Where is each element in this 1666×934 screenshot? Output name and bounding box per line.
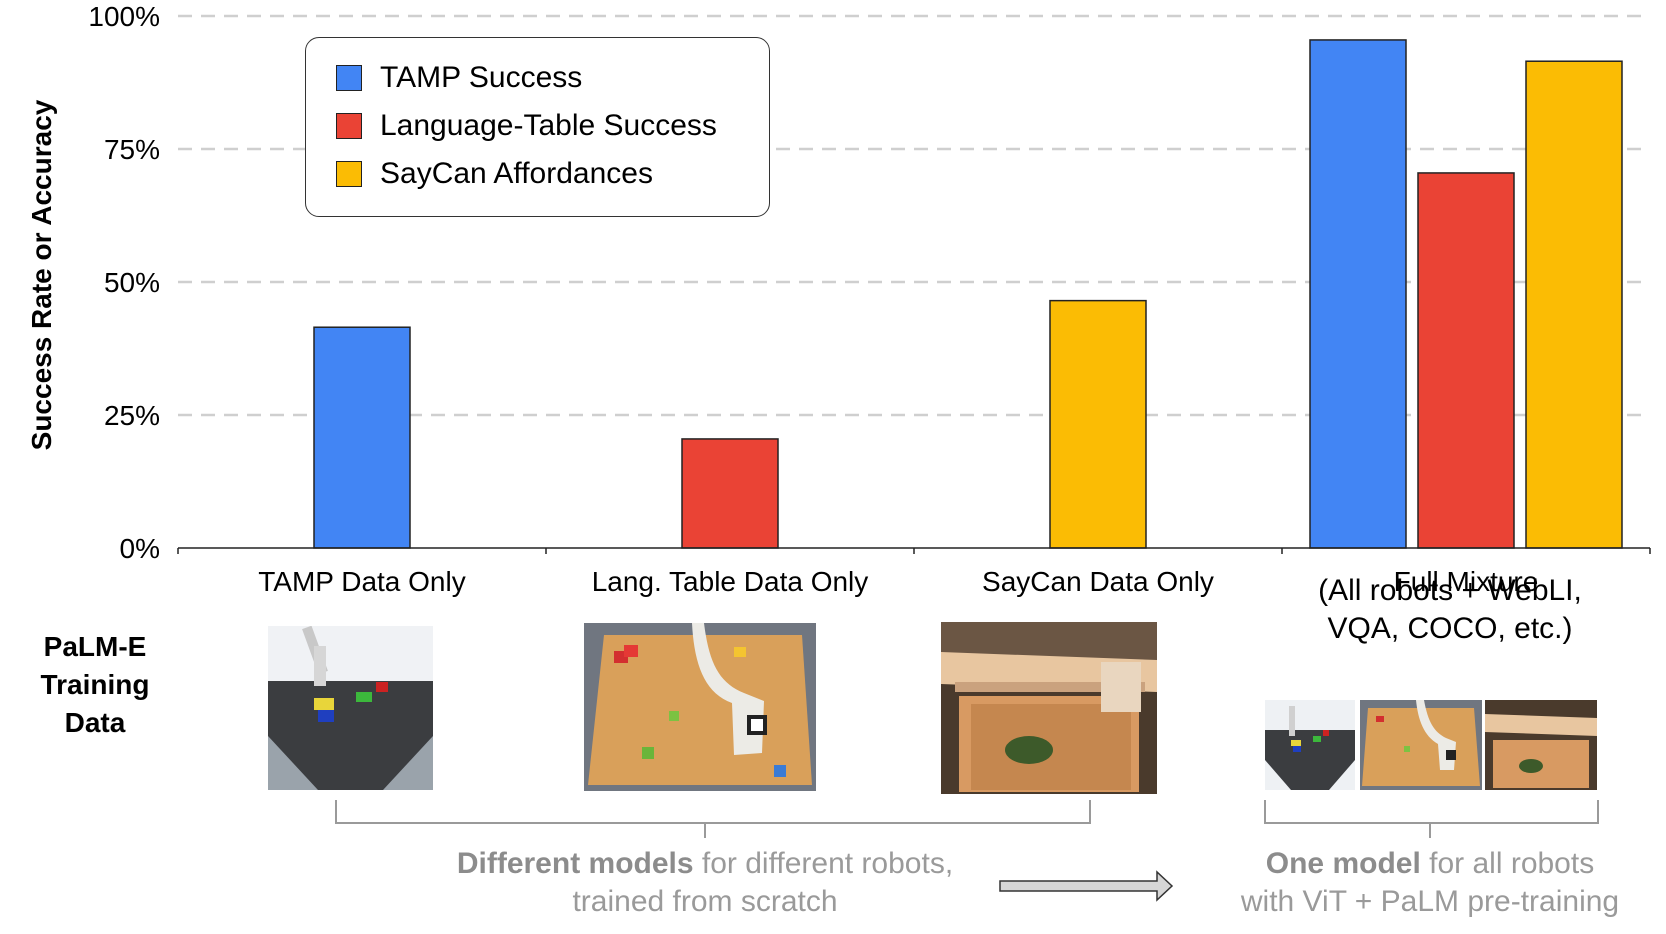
language-table-thumbnail [584, 623, 816, 791]
full-mixture-detail-line1: (All robots + WebLI, [1318, 574, 1582, 607]
left-caption-line2: trained from scratch [572, 885, 838, 918]
bars [313, 39, 1623, 549]
y-tick-label: 50% [104, 267, 160, 298]
mixture-saycan-image [1485, 714, 1597, 788]
right-caption-bold: One model [1265, 847, 1421, 880]
legend-swatch-tamp [336, 65, 362, 91]
x-tick-label: TAMP Data Only [258, 566, 465, 597]
left-caption-line1: Different models for different robots, [430, 845, 980, 883]
full-mixture-detail-line2: VQA, COCO, etc.) [1327, 612, 1573, 645]
y-tick-label: 0% [120, 533, 160, 564]
x-tick-label: Full Mixture [1394, 566, 1539, 597]
training-data-label: PaLM-E Training Data [20, 628, 170, 742]
legend-swatch-language-table [336, 113, 362, 139]
saycan-drawer-thumbnail [941, 622, 1157, 794]
mixture-language-table-thumbnail [1360, 700, 1482, 790]
left-caption-bold: Different models [456, 847, 694, 880]
x-axis: TAMP Data Only Lang. Table Data Only SayCa… [177, 547, 1651, 597]
y-tick-labels: 0% 25% 50% 75% 100% [88, 1, 160, 564]
x-tick-label: SayCan Data Only [982, 566, 1214, 597]
saycan-drawer-image [941, 622, 1157, 794]
training-data-label-line1: PaLM-E [43, 631, 147, 662]
right-caption-line1: One model for all robots [1215, 845, 1645, 883]
legend-label-language-table: Language-Table Success [380, 109, 717, 142]
training-data-label-line3: Data [64, 707, 126, 738]
left-bracket [335, 800, 1091, 838]
tamp-sim-thumbnail [268, 626, 433, 790]
bar [313, 326, 411, 549]
y-tick-label: 25% [104, 400, 160, 431]
language-table-image [584, 623, 816, 791]
training-data-label-line2: Training [40, 669, 150, 700]
legend-label-tamp: TAMP Success [380, 61, 583, 94]
bar [681, 438, 779, 549]
legend-item-tamp: TAMP Success [336, 61, 583, 94]
mixture-language-table-image [1362, 700, 1480, 786]
legend-item-saycan: SayCan Affordances [336, 157, 653, 190]
bar [1049, 299, 1147, 549]
annotation-overlay [335, 800, 1599, 902]
bar [1417, 172, 1515, 549]
y-axis-label: Success Rate or Accuracy [26, 99, 57, 450]
right-caption: One model for all robots with ViT + PaLM… [1215, 845, 1645, 921]
right-arrow-icon [999, 870, 1174, 902]
mixture-tamp-image [1265, 706, 1355, 790]
legend-item-language-table: Language-Table Success [336, 109, 717, 142]
bar-chart: 0% 25% 50% 75% 100% TAMP Data Only Lang. Tabl… [26, 1, 1651, 597]
left-caption: Different models for different robots, t… [430, 845, 980, 921]
right-caption-line2: with ViT + PaLM pre-training [1240, 885, 1620, 918]
full-mixture-detail: (All robots + WebLI, VQA, COCO, etc.) [1270, 572, 1630, 648]
bar [1309, 39, 1407, 549]
legend-label-saycan: SayCan Affordances [380, 157, 653, 190]
tamp-sim-image [268, 626, 433, 790]
y-tick-label: 75% [104, 134, 160, 165]
legend-swatch-saycan [336, 161, 362, 187]
left-caption-rest: for different robots, [693, 847, 954, 880]
bar [1525, 60, 1623, 549]
y-tick-label: 100% [88, 1, 160, 32]
mixture-saycan-thumbnail [1485, 700, 1597, 790]
mixture-tamp-thumbnail [1265, 700, 1355, 790]
x-tick-label: Lang. Table Data Only [592, 566, 869, 597]
right-bracket [1264, 800, 1599, 838]
legend: TAMP Success Language-Table Success SayC… [305, 37, 770, 217]
right-caption-rest: for all robots [1420, 847, 1595, 880]
